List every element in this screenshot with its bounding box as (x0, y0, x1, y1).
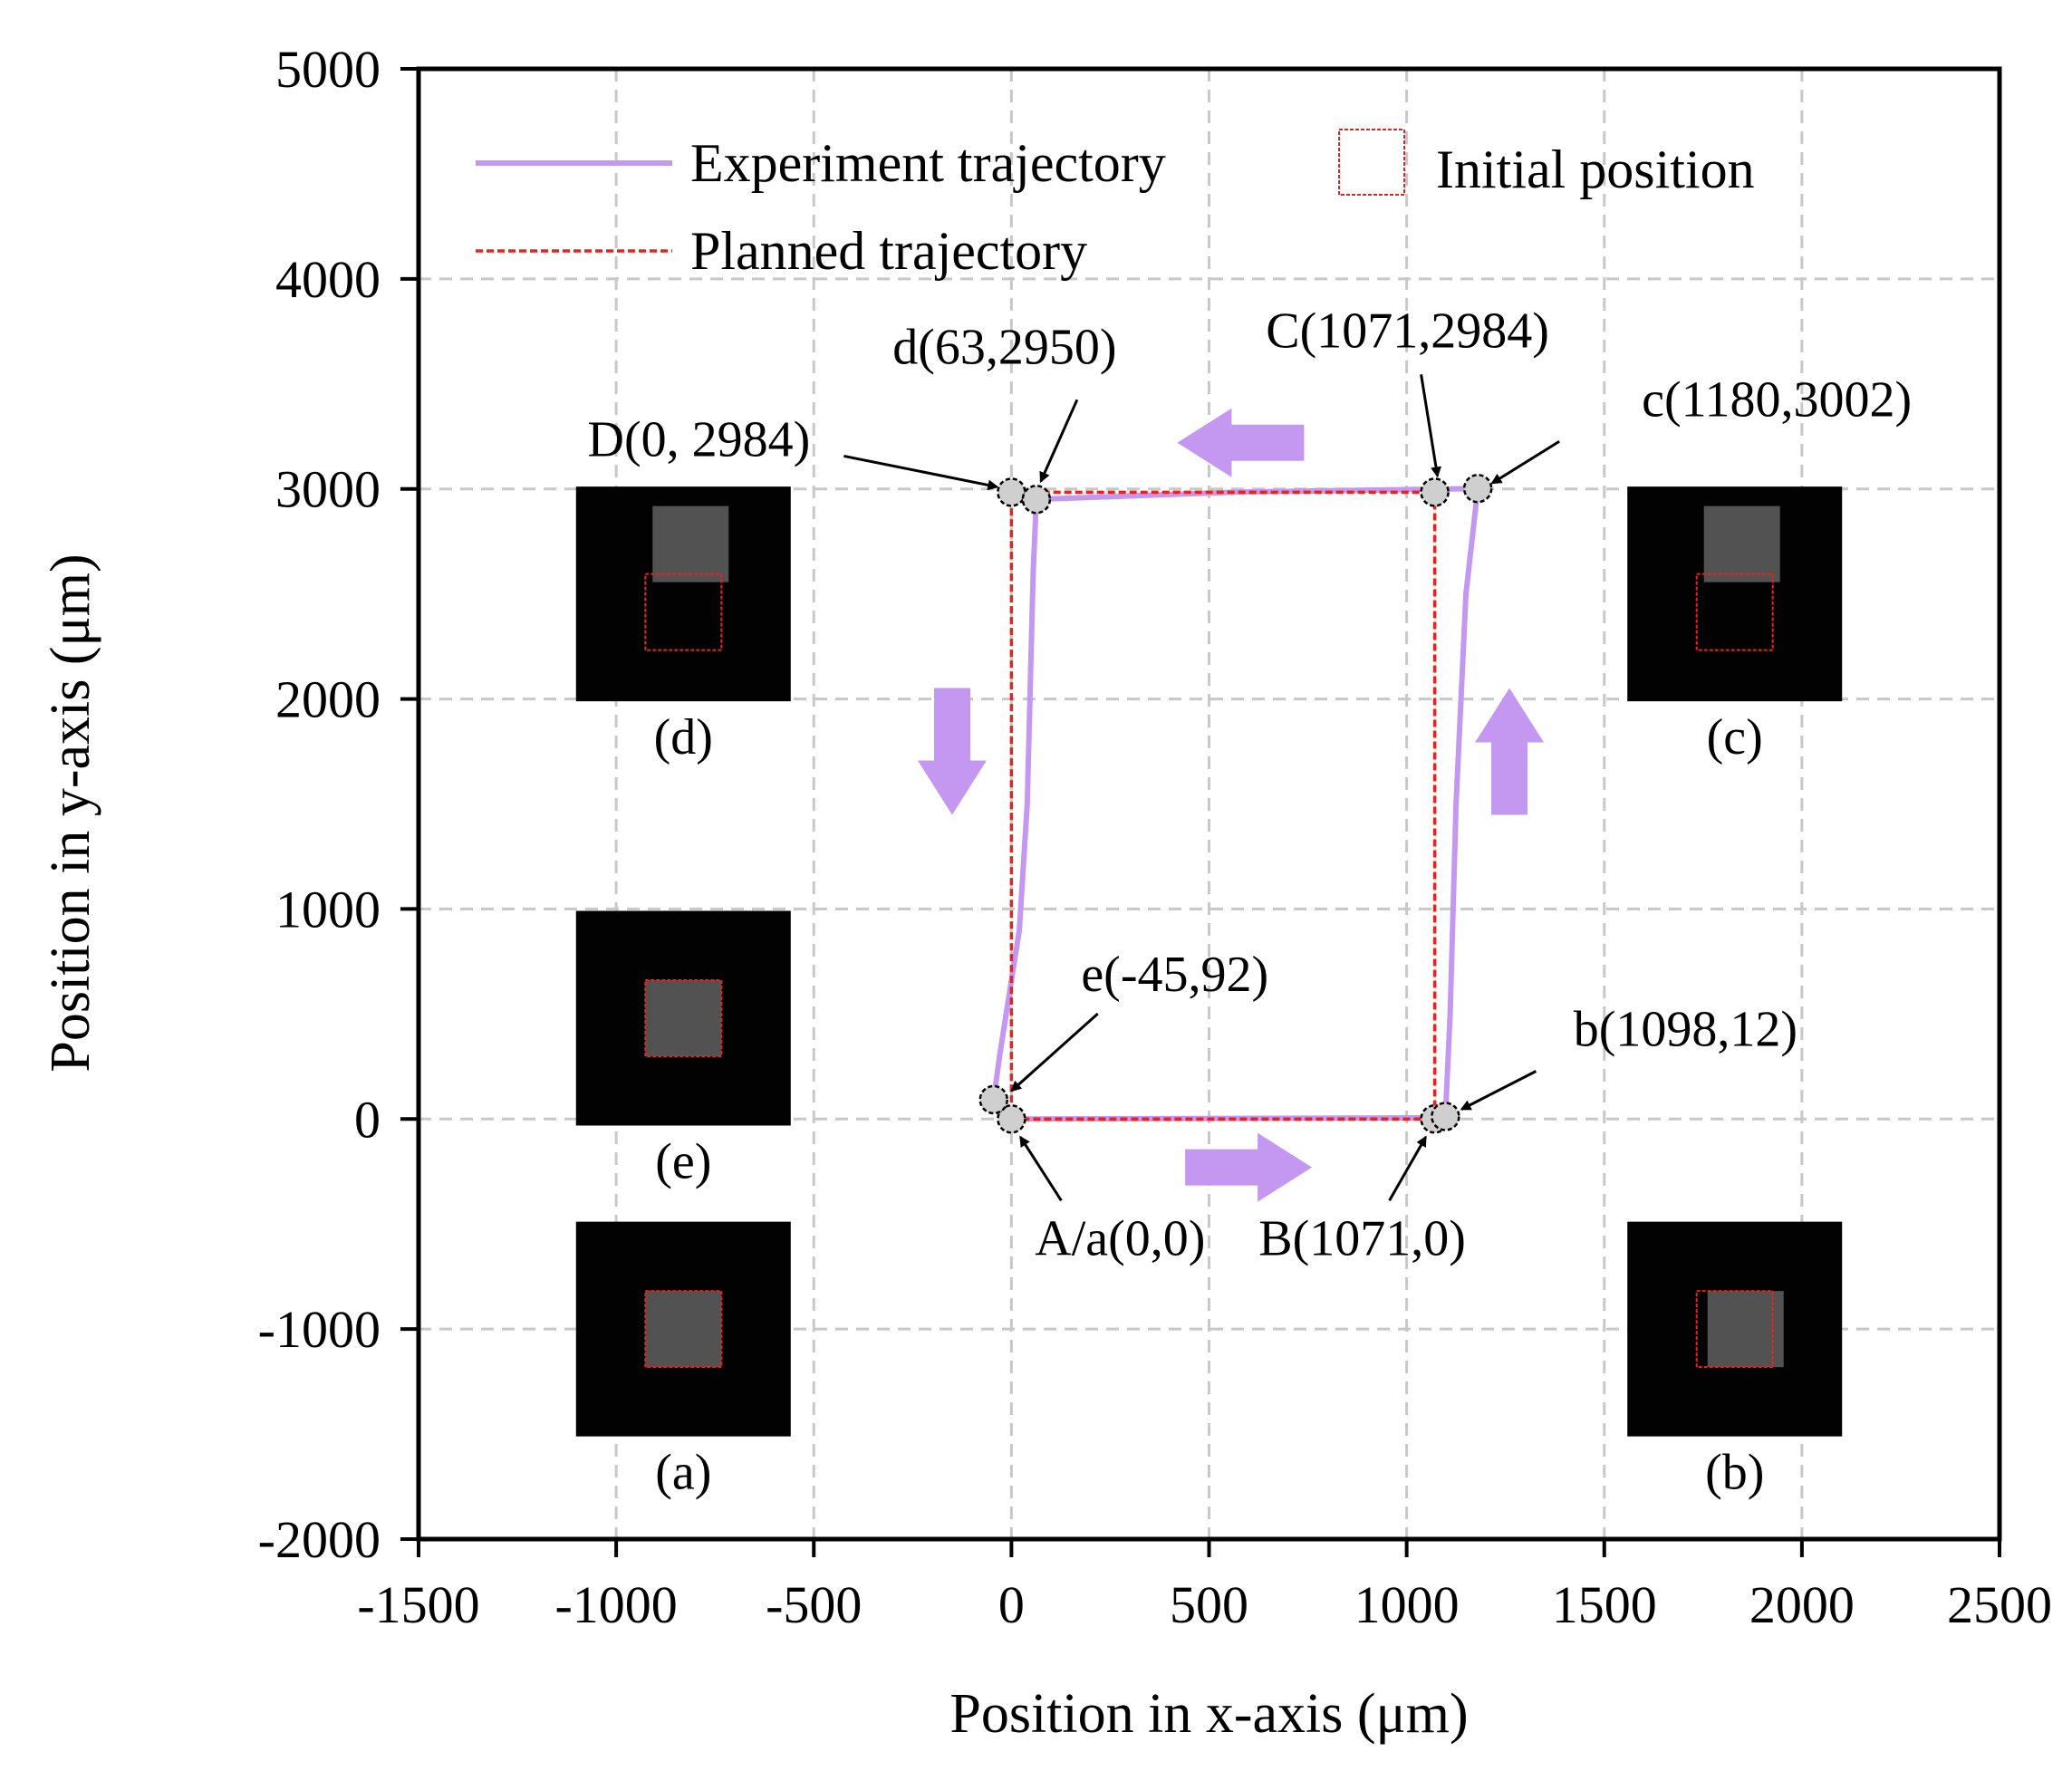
direction-arrow-up (1475, 688, 1545, 815)
callout-arrow (843, 454, 999, 491)
inset-image: (b) (1627, 1221, 1843, 1501)
x-tick-label: 1000 (1354, 1575, 1460, 1634)
y-tick-label: 0 (354, 1090, 381, 1149)
annotated-point: c(1180,3002) (1462, 371, 1912, 504)
callout-arrow (1039, 399, 1079, 484)
series-line-experiment (990, 486, 1481, 1122)
annotated-point: e(-45,92) (978, 947, 1268, 1115)
y-axis-title: Position in y-axis (μm) (40, 553, 101, 1072)
inset-label: (e) (655, 1133, 711, 1189)
annotated-point: C(1071,2984) (1266, 303, 1549, 507)
target-square (645, 979, 722, 1056)
inset-image: (a) (575, 1221, 791, 1501)
point-label: D(0, 2984) (588, 411, 811, 467)
annotated-point: d(63,2950) (892, 319, 1117, 515)
legend-label-initial-position: Initial position (1436, 140, 1755, 199)
direction-arrows (917, 408, 1545, 1202)
annotated-point: D(0, 2984) (588, 411, 1026, 507)
initial-position-box (644, 573, 723, 651)
legend-label-planned: Planned trajectory (690, 221, 1087, 281)
point-label: B(1071,0) (1258, 1210, 1466, 1266)
y-tick-label: 3000 (275, 460, 381, 519)
y-tick-label: -1000 (258, 1300, 381, 1359)
annotated-point: A/a(0,0) (997, 1104, 1205, 1266)
inset-images: (a) (b) (c) (d) (e) (575, 486, 1843, 1501)
inset-image: (c) (1627, 486, 1843, 765)
inset-label: (c) (1707, 709, 1763, 765)
series-line-planned (1009, 490, 1437, 1121)
point-marker (978, 1084, 1008, 1115)
inset-label: (d) (654, 709, 713, 765)
target-square (652, 505, 729, 582)
initial-position-box (1695, 573, 1774, 651)
inset-image: (e) (575, 910, 791, 1189)
inset-image: (d) (575, 486, 791, 765)
point-label: b(1098,12) (1574, 1002, 1797, 1058)
inset-label: (a) (655, 1445, 711, 1501)
initial-position-box (644, 978, 723, 1057)
x-axis-title: Position in x-axis (μm) (949, 1683, 1468, 1745)
point-marker (997, 1104, 1026, 1134)
point-marker (997, 477, 1026, 507)
x-tick-label: 1500 (1552, 1575, 1657, 1634)
x-tick-label: 0 (998, 1575, 1025, 1634)
y-tick-label: 2000 (275, 670, 381, 729)
x-tick-label: -500 (766, 1575, 862, 1634)
direction-arrow-left (1177, 408, 1305, 477)
callout-arrow (1420, 374, 1441, 478)
axes: -1500 -1000 -500 0 500 1000 1500 2000 2500 -2000 -… (40, 40, 2052, 1745)
callout-arrow (1010, 1012, 1099, 1092)
point-marker (1021, 485, 1052, 515)
callout-arrow (1019, 1135, 1063, 1202)
initial-position-box (1695, 1290, 1774, 1369)
x-tick-label: 2000 (1749, 1575, 1855, 1634)
target-square (1707, 1291, 1784, 1368)
inset-label: (b) (1705, 1445, 1764, 1501)
initial-position-box (644, 1290, 723, 1369)
x-tick-label: -1000 (554, 1575, 677, 1634)
x-tick-label: 500 (1170, 1575, 1248, 1634)
callout-arrow (1388, 1135, 1427, 1202)
annotated-points: A/a(0,0) B(1071,0) b(1098,12) C(1071,2984) c… (588, 303, 1913, 1266)
series-lines (990, 486, 1481, 1122)
y-tick-label: 5000 (275, 40, 381, 99)
point-label: e(-45,92) (1081, 947, 1268, 1003)
y-tick-label: 4000 (275, 250, 381, 309)
point-label: A/a(0,0) (1035, 1210, 1205, 1266)
point-label: c(1180,3002) (1642, 371, 1912, 428)
y-tick-label: -2000 (258, 1510, 381, 1569)
point-marker (1420, 477, 1450, 507)
point-label: C(1071,2984) (1266, 303, 1549, 359)
legend: Experiment trajectory Planned trajectory I… (476, 129, 1755, 281)
target-square (1703, 505, 1780, 582)
y-tick-label: 1000 (275, 880, 381, 938)
direction-arrow-right (1185, 1132, 1313, 1202)
point-label: d(63,2950) (892, 319, 1116, 375)
point-marker (1431, 1102, 1460, 1131)
callout-arrow (1490, 439, 1560, 485)
callout-arrow (1460, 1070, 1537, 1111)
direction-arrow-down (917, 688, 987, 815)
x-tick-label: -1500 (357, 1575, 479, 1634)
annotated-point: B(1071,0) (1258, 1104, 1466, 1266)
x-tick-label: 2500 (1947, 1575, 2052, 1634)
target-square (645, 1291, 722, 1368)
legend-swatch-initial-position (1338, 129, 1405, 196)
annotated-point: b(1098,12) (1431, 1002, 1797, 1131)
legend-label-experiment: Experiment trajectory (690, 133, 1166, 193)
point-marker (1462, 474, 1493, 504)
